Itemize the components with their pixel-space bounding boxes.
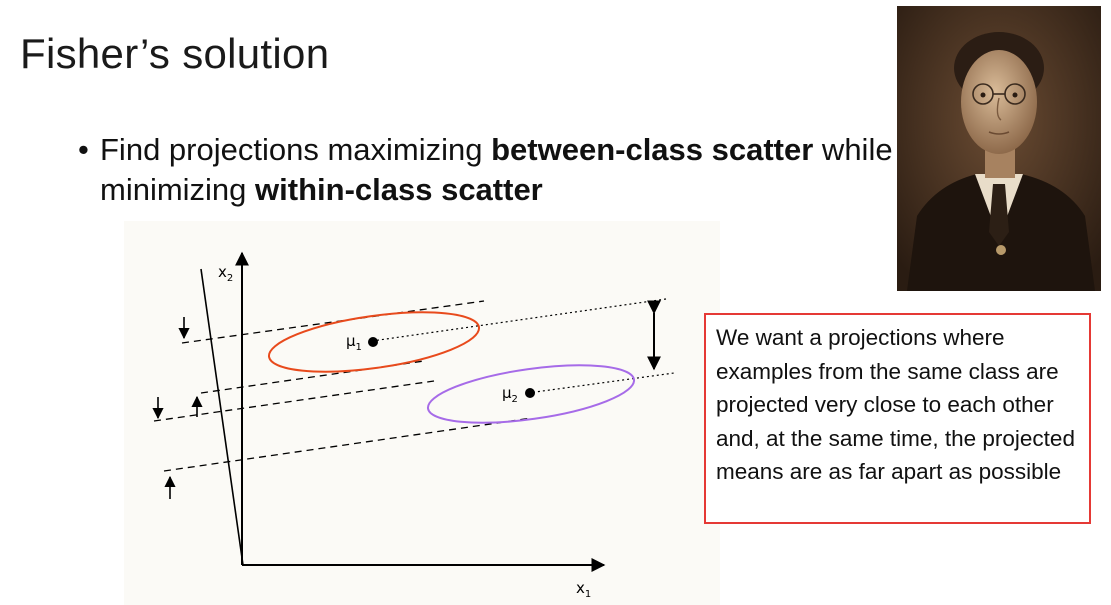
projection-diagram: x1 x2 μ1 μ2 — [124, 221, 720, 605]
mean-2-point — [525, 388, 535, 398]
bullet-bold-within-class: within-class scatter — [255, 172, 543, 207]
dotted-mean-line-2 — [527, 372, 675, 394]
bullet-text-part2: while minimizing — [100, 132, 893, 207]
slide-title: Fisher’s solution — [20, 30, 330, 77]
y-axis-label: x2 — [218, 263, 233, 284]
callout-box: We want a projections where examples fro… — [704, 313, 1091, 524]
class-2-ellipse — [426, 364, 636, 424]
portrait-illustration — [897, 6, 1101, 291]
bullet-glyph: • — [78, 132, 89, 167]
bullet-text-part1: Find projections maximizing — [100, 132, 492, 167]
bullet-bold-between-class: between-class scatter — [491, 132, 814, 167]
dotted-mean-line-1 — [371, 298, 667, 342]
mean-2-label: μ2 — [502, 384, 518, 405]
dashed-line-3 — [153, 380, 435, 422]
x-axis-label: x1 — [576, 579, 591, 600]
dashed-line-4 — [163, 417, 533, 472]
mean-1-label: μ1 — [346, 332, 362, 353]
bullet-text: Find projections maximizing between-clas… — [100, 130, 900, 210]
dashed-line-1 — [181, 300, 485, 344]
portrait-photo — [897, 6, 1101, 291]
callout-text: We want a projections where examples fro… — [716, 325, 1075, 484]
dashed-line-2 — [200, 360, 425, 394]
projection-line — [200, 268, 244, 566]
mean-1-point — [368, 337, 378, 347]
class-1-ellipse — [267, 311, 481, 373]
projection-diagram-svg: x1 x2 μ1 μ2 — [152, 251, 675, 600]
